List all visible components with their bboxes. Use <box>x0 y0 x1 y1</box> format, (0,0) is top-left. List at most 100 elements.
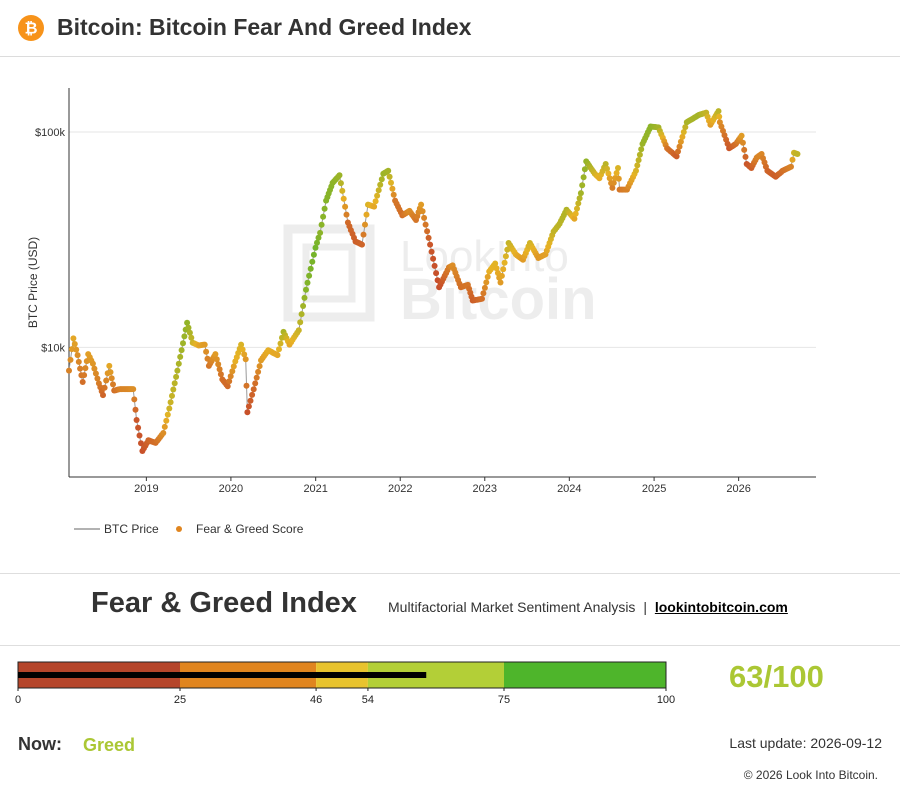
subtitle-separator: | <box>643 599 647 615</box>
score-marker <box>317 229 324 236</box>
score-marker <box>634 162 641 169</box>
score-marker <box>320 213 327 220</box>
score-marker <box>602 161 609 167</box>
fear-greed-gauge: 0 25 46 54 75 100 <box>15 661 675 706</box>
score-marker <box>427 241 434 248</box>
score-marker <box>217 371 224 378</box>
score-marker <box>106 362 113 369</box>
score-marker <box>739 139 746 146</box>
score-marker <box>216 366 223 373</box>
score-marker <box>136 432 143 439</box>
score-marker <box>138 440 144 447</box>
score-marker <box>77 365 84 372</box>
score-marker <box>75 358 82 365</box>
x-tick-label: 2023 <box>473 483 497 495</box>
score-marker <box>636 151 643 158</box>
now-label: Now: <box>18 734 62 754</box>
score-marker <box>610 179 617 186</box>
score-marker <box>741 146 748 153</box>
score-marker <box>298 311 305 318</box>
score-marker <box>310 251 317 258</box>
gauge-tick-label: 100 <box>657 694 675 706</box>
score-marker <box>188 334 195 341</box>
score-marker <box>372 198 379 205</box>
score-marker <box>94 375 101 382</box>
score-marker <box>574 205 580 212</box>
gauge-tick-label: 54 <box>362 694 374 706</box>
bitcoin-logo-circle <box>18 15 44 41</box>
gauge-tick-label: 46 <box>310 694 322 706</box>
subtitle-text: Multifactorial Market Sentiment Analysis <box>388 599 636 615</box>
score-marker <box>167 399 174 406</box>
score-marker <box>577 190 584 197</box>
x-tick-label: 2026 <box>726 483 750 495</box>
x-tick-label: 2025 <box>642 483 666 495</box>
score-marker <box>301 294 308 301</box>
score-marker <box>82 365 89 372</box>
legend-marker-swatch <box>176 526 182 532</box>
score-marker <box>175 360 182 367</box>
score-marker <box>575 200 582 207</box>
score-marker <box>252 380 259 387</box>
section-divider <box>0 573 900 574</box>
x-tick-label: 2024 <box>557 483 581 495</box>
score-marker <box>378 176 385 183</box>
score-marker <box>212 351 219 358</box>
score-marker <box>337 180 344 187</box>
lookintobitcoin-link[interactable]: lookintobitcoin.com <box>654 599 788 615</box>
score-marker <box>679 133 686 140</box>
score-marker <box>73 346 80 353</box>
score-marker <box>360 231 367 238</box>
fear-greed-title: Fear & Greed Index <box>91 587 357 619</box>
score-marker <box>71 341 78 347</box>
score-marker <box>227 373 234 380</box>
watermark-logo-inner <box>302 243 356 303</box>
score-marker <box>481 284 488 291</box>
score-marker <box>163 417 170 424</box>
score-marker <box>613 170 620 176</box>
score-marker <box>676 143 683 150</box>
score-marker <box>178 347 185 354</box>
score-marker <box>377 181 384 188</box>
score-marker <box>342 203 349 210</box>
score-marker <box>374 192 381 199</box>
score-marker <box>130 386 137 393</box>
score-marker <box>309 258 316 265</box>
score-marker <box>484 273 491 280</box>
score-marker <box>307 265 314 272</box>
score-marker <box>500 266 507 273</box>
gauge-divider <box>0 645 900 646</box>
score-marker <box>91 365 98 372</box>
score-marker <box>229 368 236 375</box>
score-marker <box>303 286 309 293</box>
x-tick-label: 2020 <box>219 483 243 495</box>
score-marker <box>174 367 181 374</box>
score-marker <box>277 340 284 347</box>
score-marker <box>67 356 74 363</box>
score-marker <box>249 391 256 398</box>
score-marker <box>247 397 254 404</box>
score-marker <box>375 187 382 194</box>
score-marker <box>250 386 257 393</box>
legend-label-fear-greed: Fear & Greed Score <box>196 522 304 536</box>
score-marker <box>742 153 749 160</box>
x-tick-label: 2021 <box>303 483 327 495</box>
score-marker <box>203 348 210 355</box>
score-marker <box>274 352 281 359</box>
score-marker <box>418 201 425 208</box>
chart-legend: BTC Price Fear & Greed Score <box>74 522 304 536</box>
score-marker <box>606 175 613 182</box>
gauge-segment <box>504 662 666 688</box>
score-marker <box>131 396 138 403</box>
now-sentiment-value: Greed <box>83 735 136 755</box>
score-marker <box>89 360 96 367</box>
x-tick-label: 2022 <box>388 483 412 495</box>
score-marker <box>580 174 587 181</box>
score-marker <box>794 151 801 158</box>
gauge-tick-label: 75 <box>498 694 510 706</box>
score-marker <box>255 368 262 375</box>
score-marker <box>103 377 110 384</box>
score-marker <box>605 170 612 177</box>
y-tick-label: $100k <box>35 127 65 139</box>
